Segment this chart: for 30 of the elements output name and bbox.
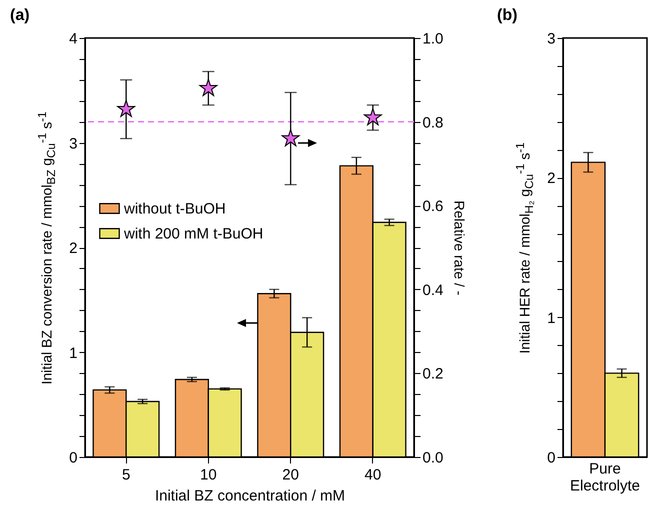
y2-tick-label: 0.0: [422, 450, 444, 466]
y-tick-label: 1: [69, 344, 78, 362]
chart-title: (b): [497, 7, 518, 24]
x-tick-label: Pure Electrolyte: [570, 460, 640, 494]
point: [199, 78, 218, 96]
x-tick-label: 5: [122, 466, 130, 484]
y-tick-label: 0: [69, 450, 78, 466]
y2-tick-label: 1.0: [422, 30, 444, 48]
y2-tick-label: 0.4: [422, 282, 444, 299]
x-tick-label: 40: [364, 466, 382, 484]
y-tick-label: 4: [69, 30, 78, 48]
y2-tick-label: 0.2: [422, 366, 444, 383]
chart-title: (a): [10, 7, 30, 24]
y-tick-label: 2: [69, 240, 78, 257]
y2-axis-title: Relative rate / -: [451, 200, 468, 296]
point: [364, 108, 382, 126]
y-tick-label: 3: [547, 30, 556, 48]
legend-label: without t-BuOH: [123, 200, 226, 218]
legend-label: with 200 mM t-BuOH: [123, 226, 264, 242]
point: [282, 129, 300, 146]
x-axis-title: Initial BZ concentration / mM: [154, 488, 346, 504]
y-tick-label: 2: [547, 170, 556, 188]
y-tick-label: 0: [547, 450, 556, 466]
y-tick-label: 1: [547, 310, 556, 327]
y-tick-label: 3: [69, 135, 78, 152]
point: [117, 100, 136, 117]
y2-tick-label: 0.8: [422, 114, 444, 132]
x-tick-label: 10: [200, 466, 217, 484]
x-tick-label: 20: [282, 466, 299, 484]
y2-tick-label: 0.6: [422, 198, 444, 216]
